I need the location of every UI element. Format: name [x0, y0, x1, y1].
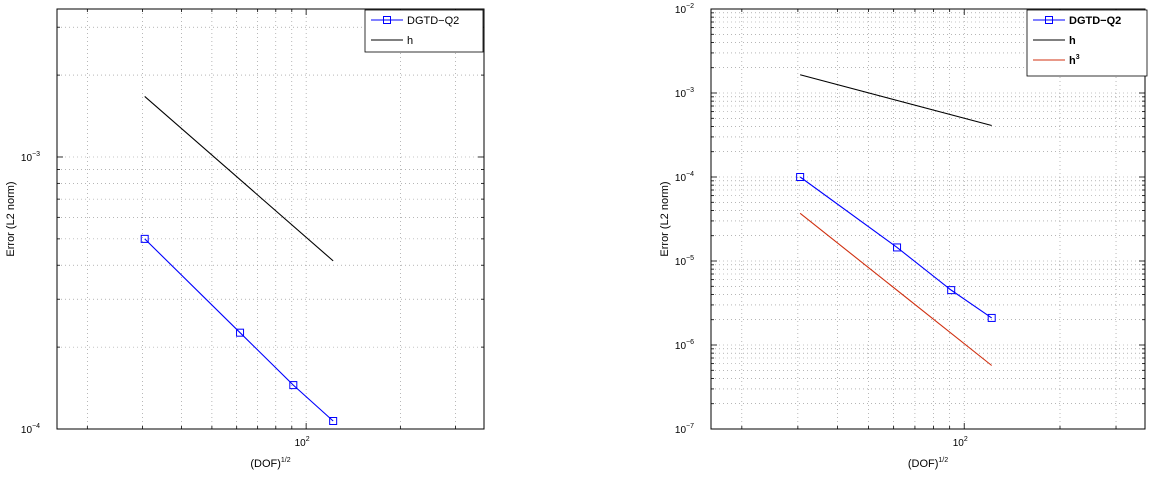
grid — [57, 9, 484, 429]
series-1 — [800, 74, 992, 127]
plot-frame — [56, 8, 485, 430]
series-1 — [144, 95, 334, 262]
series-0 — [140, 234, 338, 426]
series-2 — [799, 212, 993, 366]
y-tick-label: 10−3 — [675, 87, 694, 100]
y-tick-label: 10−5 — [675, 255, 694, 268]
series-line — [799, 176, 993, 319]
plot-frame — [710, 8, 1146, 430]
y-axis-label: Error (L2 norm) — [5, 181, 17, 256]
data-point — [289, 381, 298, 390]
x-axis-label: (DOF)1/2 — [250, 457, 290, 470]
legend: DGTD−Q2 h h3 — [1026, 9, 1148, 77]
grid — [711, 9, 1145, 429]
y-tick-label: 10−4 — [21, 423, 40, 436]
data-point — [987, 313, 996, 322]
y-tick-label: 10−7 — [675, 423, 694, 436]
legend-label: h3 — [1069, 54, 1080, 67]
y-axis-label: Error (L2 norm) — [659, 181, 671, 256]
data-point — [140, 234, 149, 243]
data-point — [893, 243, 902, 252]
data-point — [236, 328, 245, 337]
legend-marker — [1045, 16, 1053, 24]
legend-label: DGTD−Q2 — [407, 15, 459, 27]
y-tick-label: 10−2 — [675, 3, 694, 16]
x-tick-label: 102 — [295, 436, 310, 449]
series-line — [144, 238, 334, 422]
legend-label: h — [407, 35, 413, 47]
y-tick-label: 10−4 — [675, 171, 694, 184]
x-tick-label: 102 — [953, 436, 968, 449]
legend-marker — [383, 16, 391, 24]
series-line — [800, 74, 992, 127]
series-line — [799, 212, 993, 366]
legend: DGTD−Q2 h — [364, 9, 484, 53]
x-axis-label: (DOF)1/2 — [908, 457, 948, 470]
data-point — [329, 417, 338, 426]
y-tick-label: 10−3 — [21, 151, 40, 164]
data-point — [947, 286, 956, 295]
legend-label: DGTD−Q2 — [1069, 15, 1121, 27]
series-0 — [796, 173, 996, 322]
chart-left: 102 10−4 10−3 (DOF)1/2 Error (L2 norm) DGTD−Q… — [5, 8, 485, 470]
legend-box — [1026, 9, 1148, 77]
legend-label: h — [1069, 35, 1076, 47]
data-point — [796, 173, 805, 181]
y-tick-label: 10−6 — [675, 339, 694, 352]
series-line — [144, 95, 334, 262]
